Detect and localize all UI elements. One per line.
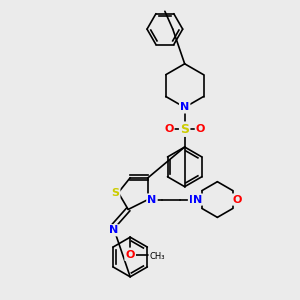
Text: O: O xyxy=(164,124,173,134)
Text: O: O xyxy=(232,194,242,205)
Text: S: S xyxy=(111,188,119,198)
Text: O: O xyxy=(125,250,135,260)
Text: N: N xyxy=(189,194,198,205)
Text: N: N xyxy=(193,194,202,205)
Text: CH₃: CH₃ xyxy=(150,251,166,260)
Text: N: N xyxy=(180,102,189,112)
Text: N: N xyxy=(147,194,157,205)
Text: N: N xyxy=(109,225,118,235)
Text: O: O xyxy=(196,124,205,134)
Text: S: S xyxy=(180,123,189,136)
